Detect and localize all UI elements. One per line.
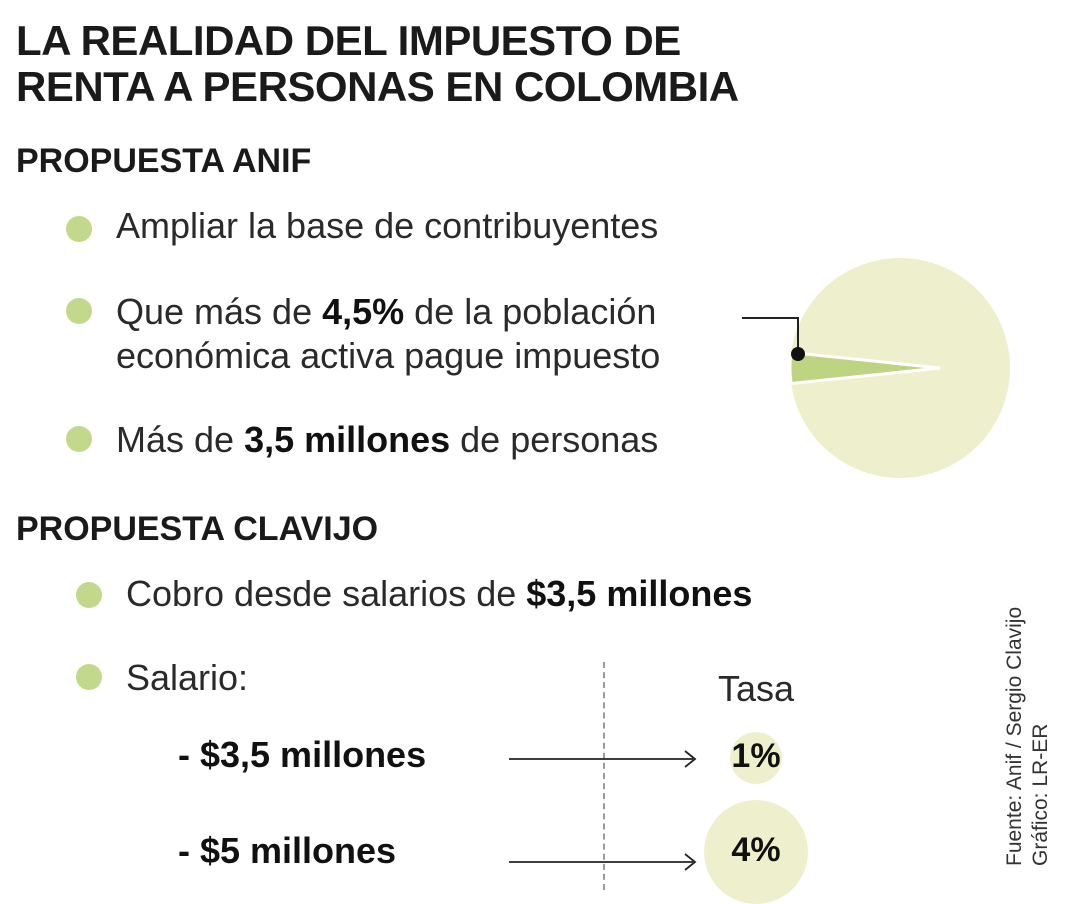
pie-leader-dot [791,347,805,361]
anif-bullet-3-pre: Más de [116,419,245,460]
title-line-2: RENTA A PERSONAS EN COLOMBIA [16,63,739,110]
salary-row-label: - $5 millones [178,830,397,871]
clavijo-bullet-1-highlight: $3,5 millones [526,573,753,614]
anif-bullet-3: Más de 3,5 millones de personas [116,418,658,462]
clavijo-bullet-2: Salario: [126,657,249,698]
rate-value: 4% [731,831,781,869]
anif-bullet-2: Que más de 4,5% de la población económic… [116,290,660,378]
clavijo-bullet-1: Cobro desde salarios de $3,5 millones [126,572,752,616]
source-line-1: Fuente: Anif / Sergio Clavijo [1003,606,1026,866]
bullet-dot-icon [66,426,92,452]
bullet-dot-icon [66,216,92,242]
source-line-2: Gráfico: LR-ER [1029,723,1052,866]
anif-bullet-2-pre: Que más de [116,291,323,332]
bullet-dot-icon [66,298,92,324]
arrow-right-icon [509,853,697,871]
page-title: LA REALIDAD DEL IMPUESTO DE RENTA A PERS… [16,18,916,110]
anif-bullet-3-post: de personas [450,419,659,460]
rate-header: Tasa [717,668,795,709]
anif-bullet-2-post: de la población [404,291,657,332]
clavijo-bullet-1-pre: Cobro desde salarios de [126,573,527,614]
anif-bullet-2-highlight: 4,5% [322,291,405,332]
title-line-1: LA REALIDAD DEL IMPUESTO DE [16,17,681,64]
pie-chart [742,258,1010,478]
pie-leader-line [742,317,799,354]
salary-row-label: - $3,5 millones [178,734,427,775]
arrow-right-icon [509,750,697,768]
rate-circle [730,732,782,784]
clavijo-heading: PROPUESTA CLAVIJO [16,510,379,548]
pie-slice-highlight [788,350,941,386]
bullet-dot-icon [76,664,102,690]
anif-bullet-1: Ampliar la base de contribuyentes [116,205,659,246]
dashed-divider [603,662,605,890]
source-note: Fuente: Anif / Sergio Clavijo Gráfico: L… [1002,607,1054,866]
anif-heading: PROPUESTA ANIF [16,142,312,180]
rate-value: 1% [731,737,781,775]
anif-bullet-2-line2: económica activa pague impuesto [116,335,661,376]
rate-circle [704,800,808,904]
anif-bullet-3-highlight: 3,5 millones [244,419,451,460]
bullet-dot-icon [76,582,102,608]
